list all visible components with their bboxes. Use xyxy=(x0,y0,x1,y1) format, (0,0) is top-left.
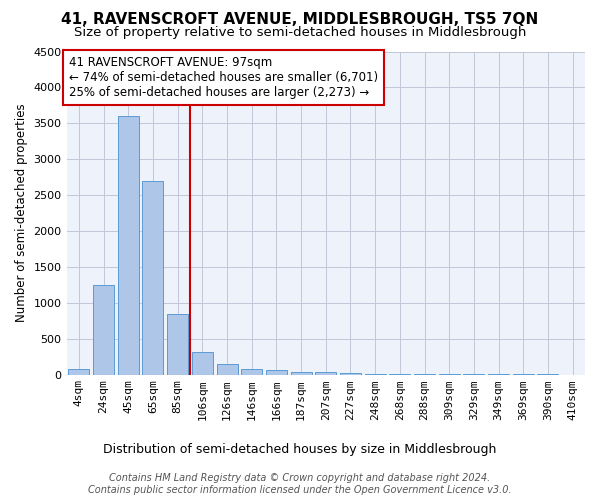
Text: Size of property relative to semi-detached houses in Middlesbrough: Size of property relative to semi-detach… xyxy=(74,26,526,39)
Bar xyxy=(217,364,238,374)
Bar xyxy=(266,370,287,374)
Bar xyxy=(118,116,139,374)
Text: Contains HM Land Registry data © Crown copyright and database right 2024.
Contai: Contains HM Land Registry data © Crown c… xyxy=(88,474,512,495)
Y-axis label: Number of semi-detached properties: Number of semi-detached properties xyxy=(15,104,28,322)
Bar xyxy=(93,285,114,374)
Bar xyxy=(315,372,336,374)
Bar xyxy=(192,352,213,374)
Bar xyxy=(167,314,188,374)
Bar xyxy=(142,181,163,374)
Text: Distribution of semi-detached houses by size in Middlesbrough: Distribution of semi-detached houses by … xyxy=(103,442,497,456)
Bar xyxy=(68,369,89,374)
Bar xyxy=(290,372,311,374)
Text: 41 RAVENSCROFT AVENUE: 97sqm
← 74% of semi-detached houses are smaller (6,701)
2: 41 RAVENSCROFT AVENUE: 97sqm ← 74% of se… xyxy=(69,56,378,100)
Bar xyxy=(241,369,262,374)
Text: 41, RAVENSCROFT AVENUE, MIDDLESBROUGH, TS5 7QN: 41, RAVENSCROFT AVENUE, MIDDLESBROUGH, T… xyxy=(61,12,539,28)
Bar xyxy=(340,373,361,374)
